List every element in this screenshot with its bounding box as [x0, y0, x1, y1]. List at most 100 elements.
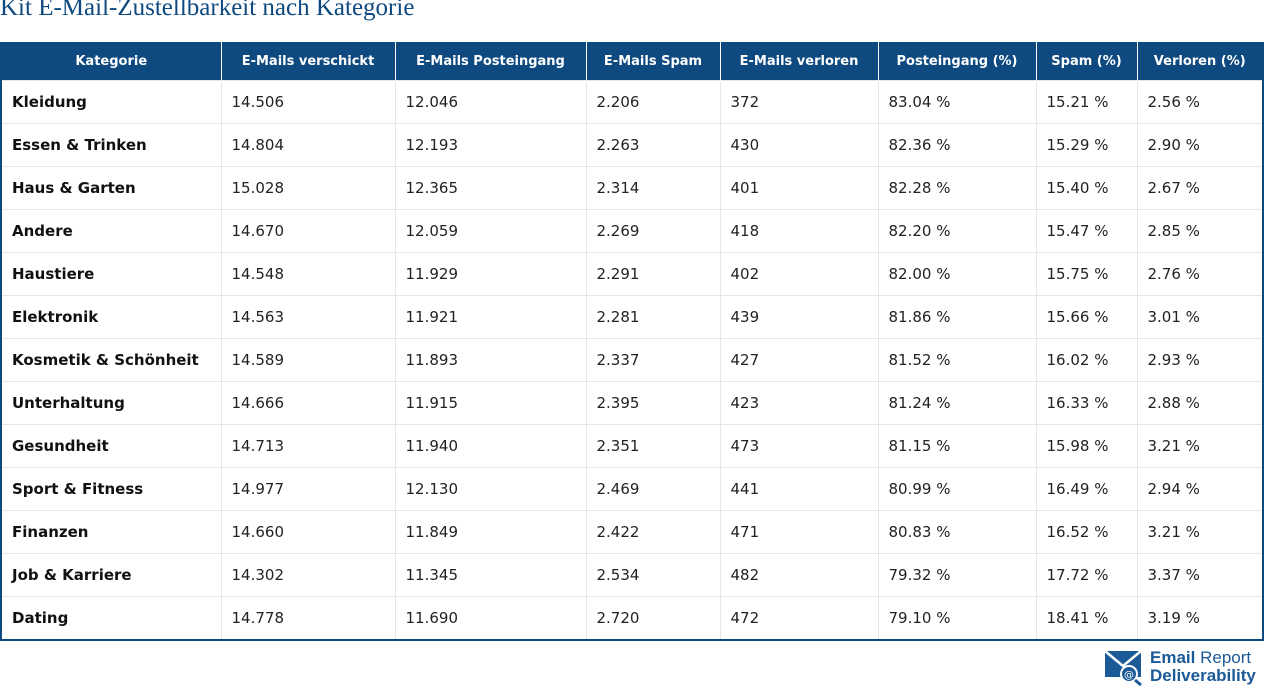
value-cell: 14.548 — [220, 252, 396, 296]
value-cell: 18.41 % — [1035, 596, 1138, 641]
value-cell: 16.02 % — [1035, 338, 1138, 382]
value-cell: 15.66 % — [1035, 295, 1138, 339]
table-row: Dating 14.778 11.690 2.720 472 79.10 % 18.41 %… — [0, 596, 1264, 641]
value-cell: 14.563 — [220, 295, 396, 339]
value-cell: 2.269 — [585, 209, 721, 253]
value-cell: 427 — [719, 338, 879, 382]
category-cell: Elektronik — [0, 295, 222, 339]
email-report-deliverability-logo: @ Email Report Deliverability — [1104, 648, 1256, 686]
value-cell: 2.720 — [585, 596, 721, 641]
deliverability-table: Kategorie E-Mails verschickt E-Mails Poste… — [0, 42, 1264, 641]
value-cell: 14.778 — [220, 596, 396, 641]
column-header: E-Mails verschickt — [220, 42, 395, 81]
value-cell: 2.90 % — [1136, 123, 1264, 167]
value-cell: 11.915 — [394, 381, 587, 425]
value-cell: 12.193 — [394, 123, 587, 167]
value-cell: 2.206 — [585, 80, 721, 124]
value-cell: 2.85 % — [1136, 209, 1264, 253]
value-cell: 14.977 — [220, 467, 396, 511]
value-cell: 80.83 % — [877, 510, 1037, 554]
column-header: Posteingang (%) — [877, 42, 1036, 81]
value-cell: 11.849 — [394, 510, 587, 554]
table-header-row: Kategorie E-Mails verschickt E-Mails Poste… — [1, 42, 1263, 81]
value-cell: 423 — [719, 381, 879, 425]
value-cell: 2.76 % — [1136, 252, 1264, 296]
category-cell: Kleidung — [0, 80, 222, 124]
value-cell: 15.028 — [220, 166, 396, 210]
value-cell: 12.059 — [394, 209, 587, 253]
logo-word-deliverability: Deliverability — [1150, 666, 1256, 685]
envelope-magnifier-icon: @ — [1104, 650, 1142, 686]
page-title: Kit E-Mail-Zustellbarkeit nach Kategorie — [0, 0, 415, 21]
value-cell: 2.351 — [585, 424, 721, 468]
value-cell: 15.75 % — [1035, 252, 1138, 296]
value-cell: 11.690 — [394, 596, 587, 641]
value-cell: 14.506 — [220, 80, 396, 124]
value-cell: 12.365 — [394, 166, 587, 210]
value-cell: 82.00 % — [877, 252, 1037, 296]
value-cell: 12.130 — [394, 467, 587, 511]
value-cell: 401 — [719, 166, 879, 210]
value-cell: 471 — [719, 510, 879, 554]
value-cell: 15.98 % — [1035, 424, 1138, 468]
value-cell: 482 — [719, 553, 879, 597]
category-cell: Essen & Trinken — [0, 123, 222, 167]
value-cell: 79.10 % — [877, 596, 1037, 641]
value-cell: 418 — [719, 209, 879, 253]
logo-word-email: Email — [1150, 648, 1196, 667]
value-cell: 11.929 — [394, 252, 587, 296]
table-row: Kleidung 14.506 12.046 2.206 372 83.04 % 15.21… — [0, 80, 1264, 124]
column-header: Verloren (%) — [1136, 42, 1263, 81]
category-cell: Unterhaltung — [0, 381, 222, 425]
table-row: Kosmetik & Schönheit 14.589 11.893 2.337 427… — [0, 338, 1264, 382]
value-cell: 441 — [719, 467, 879, 511]
value-cell: 11.940 — [394, 424, 587, 468]
value-cell: 3.01 % — [1136, 295, 1264, 339]
value-cell: 16.52 % — [1035, 510, 1138, 554]
table-row: Job & Karriere 14.302 11.345 2.534 482 79.32 … — [0, 553, 1264, 597]
value-cell: 11.345 — [394, 553, 587, 597]
value-cell: 15.47 % — [1035, 209, 1138, 253]
value-cell: 2.469 — [585, 467, 721, 511]
value-cell: 2.94 % — [1136, 467, 1264, 511]
column-header: Kategorie — [1, 42, 221, 81]
value-cell: 81.86 % — [877, 295, 1037, 339]
value-cell: 472 — [719, 596, 879, 641]
value-cell: 82.20 % — [877, 209, 1037, 253]
value-cell: 2.314 — [585, 166, 721, 210]
value-cell: 439 — [719, 295, 879, 339]
value-cell: 81.52 % — [877, 338, 1037, 382]
value-cell: 14.713 — [220, 424, 396, 468]
value-cell: 14.589 — [220, 338, 396, 382]
table-row: Essen & Trinken 14.804 12.193 2.263 430 82.36… — [0, 123, 1264, 167]
value-cell: 12.046 — [394, 80, 587, 124]
value-cell: 3.21 % — [1136, 424, 1264, 468]
value-cell: 16.33 % — [1035, 381, 1138, 425]
value-cell: 2.291 — [585, 252, 721, 296]
value-cell: 14.302 — [220, 553, 396, 597]
column-header: E-Mails Posteingang — [394, 42, 586, 81]
value-cell: 83.04 % — [877, 80, 1037, 124]
value-cell: 2.67 % — [1136, 166, 1264, 210]
value-cell: 2.337 — [585, 338, 721, 382]
value-cell: 81.15 % — [877, 424, 1037, 468]
value-cell: 2.263 — [585, 123, 721, 167]
value-cell: 2.534 — [585, 553, 721, 597]
table-row: Gesundheit 14.713 11.940 2.351 473 81.15 % 15.… — [0, 424, 1264, 468]
value-cell: 2.88 % — [1136, 381, 1264, 425]
table-row: Haus & Garten 15.028 12.365 2.314 401 82.28 %… — [0, 166, 1264, 210]
value-cell: 11.921 — [394, 295, 587, 339]
category-cell: Job & Karriere — [0, 553, 222, 597]
value-cell: 473 — [719, 424, 879, 468]
value-cell: 14.666 — [220, 381, 396, 425]
column-header: Spam (%) — [1035, 42, 1137, 81]
svg-text:@: @ — [1124, 670, 1134, 681]
value-cell: 79.32 % — [877, 553, 1037, 597]
value-cell: 17.72 % — [1035, 553, 1138, 597]
table-row: Unterhaltung 14.666 11.915 2.395 423 81.24 % 1… — [0, 381, 1264, 425]
value-cell: 11.893 — [394, 338, 587, 382]
table-row: Haustiere 14.548 11.929 2.291 402 82.00 % 15.7… — [0, 252, 1264, 296]
category-cell: Haus & Garten — [0, 166, 222, 210]
value-cell: 82.28 % — [877, 166, 1037, 210]
value-cell: 16.49 % — [1035, 467, 1138, 511]
